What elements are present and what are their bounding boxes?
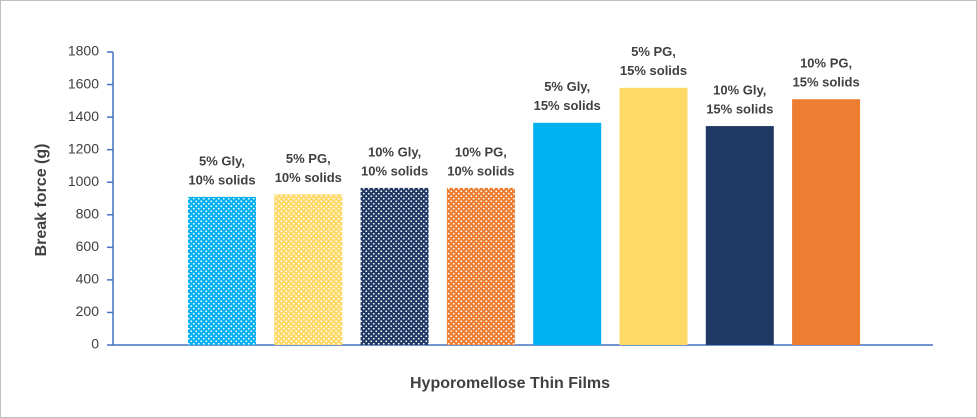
bar (619, 87, 688, 346)
y-tick-label: 1000 (68, 173, 99, 189)
bar (274, 194, 343, 345)
category-label: 15% solids (534, 98, 601, 113)
y-tick-label: 1400 (68, 108, 99, 124)
category-label: 5% PG, (286, 151, 331, 166)
category-label: 10% PG, (800, 56, 852, 71)
bar (533, 122, 602, 345)
y-tick-label: 400 (76, 271, 100, 287)
y-tick-label: 1200 (68, 140, 99, 156)
category-label: 5% Gly, (544, 79, 590, 94)
y-tick-label: 1600 (68, 75, 99, 91)
y-axis-title: Break force (g) (33, 144, 50, 257)
category-label: 10% solids (361, 163, 428, 178)
category-label: 5% PG, (631, 44, 676, 59)
y-tick-label: 0 (91, 336, 99, 352)
category-label: 10% Gly, (713, 83, 766, 98)
x-axis-title: Hyporomellose Thin Films (410, 375, 610, 392)
category-label: 15% solids (620, 63, 687, 78)
bar (188, 196, 256, 345)
category-label: 15% solids (706, 102, 773, 117)
bar (705, 126, 774, 345)
category-label: 10% solids (447, 163, 514, 178)
bar (446, 187, 515, 345)
bar (792, 99, 861, 345)
category-label: 10% Gly, (368, 144, 421, 159)
bar (360, 187, 429, 345)
y-tick-label: 600 (76, 238, 100, 254)
category-label: 15% solids (792, 75, 859, 90)
category-label: 10% solids (188, 172, 255, 187)
y-tick-label: 1800 (68, 43, 99, 59)
y-tick-label: 800 (76, 205, 100, 221)
y-tick-label: 200 (76, 303, 100, 319)
category-label: 10% PG, (455, 144, 507, 159)
category-label: 5% Gly, (199, 153, 245, 168)
category-label: 10% solids (275, 170, 342, 185)
